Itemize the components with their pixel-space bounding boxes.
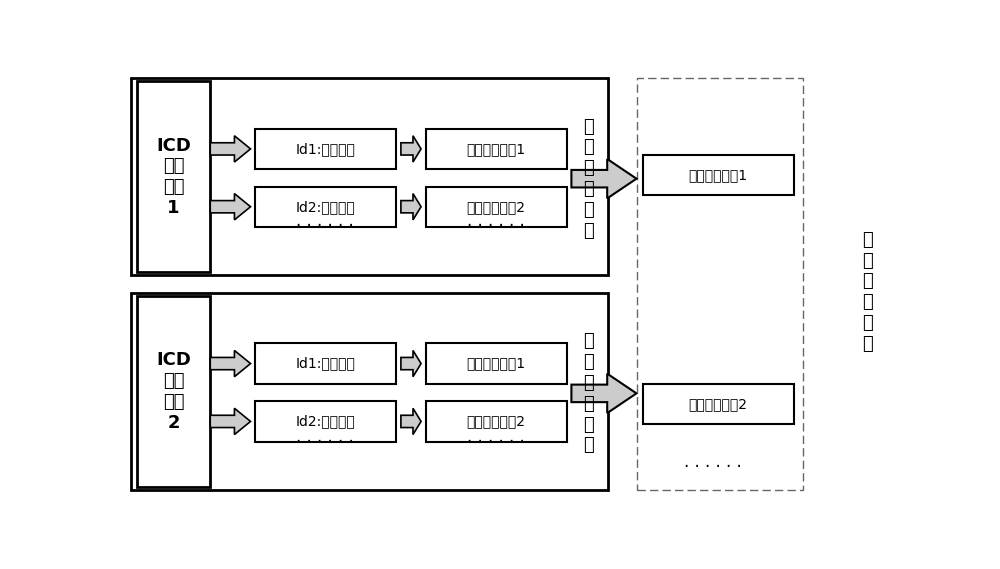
Polygon shape [401,136,421,162]
Bar [420,305,574,484]
Text: 第一层哈希值1: 第一层哈希值1 [467,357,526,370]
Bar [137,296,210,486]
Text: · · · · · ·: · · · · · · [296,217,354,235]
Polygon shape [210,136,251,162]
Bar [420,90,574,269]
Bar [426,187,567,227]
Bar [249,90,404,269]
Polygon shape [571,159,637,199]
Bar [255,401,396,442]
Bar [137,81,210,272]
Polygon shape [210,409,251,435]
Polygon shape [210,351,251,377]
Polygon shape [210,193,251,220]
Polygon shape [401,351,421,377]
Polygon shape [401,193,421,220]
Text: ICD
模型
文件
2: ICD 模型 文件 2 [156,351,191,432]
Bar [255,187,396,227]
Bar [643,155,794,195]
Text: 第
一
层
哈
希
表: 第 一 层 哈 希 表 [583,118,594,240]
Text: Id2:属性信息: Id2:属性信息 [296,200,356,214]
Text: 第一层哈希值1: 第一层哈希值1 [467,142,526,156]
Text: 第一层哈希值2: 第一层哈希值2 [467,414,526,428]
Bar [255,129,396,169]
Polygon shape [571,374,637,413]
Text: · · · · · ·: · · · · · · [296,432,354,451]
Bar [255,344,396,384]
Bar [426,401,567,442]
Bar [426,344,567,384]
Bar [637,78,803,490]
Text: ICD
模型
文件
1: ICD 模型 文件 1 [156,137,191,217]
Text: Id1:属性信息: Id1:属性信息 [296,142,356,156]
Text: · · · · · ·: · · · · · · [467,432,524,451]
Polygon shape [401,409,421,435]
Bar [131,292,608,490]
Text: 第
一
层
哈
希
表: 第 一 层 哈 希 表 [583,332,594,455]
Bar [249,305,404,484]
Bar [426,129,567,169]
Text: 第一层哈希值2: 第一层哈希值2 [467,200,526,214]
Text: Id2:属性信息: Id2:属性信息 [296,414,356,428]
Text: Id1:属性信息: Id1:属性信息 [296,357,356,370]
Bar [643,384,794,424]
Text: 第二层哈希值2: 第二层哈希值2 [689,397,748,411]
Bar [131,78,608,275]
Text: · · · · · ·: · · · · · · [684,458,741,476]
Text: · · · · · ·: · · · · · · [467,217,524,235]
Text: 第二层哈希值1: 第二层哈希值1 [689,168,748,182]
Text: 第
二
层
哈
希
表: 第 二 层 哈 希 表 [862,230,873,353]
